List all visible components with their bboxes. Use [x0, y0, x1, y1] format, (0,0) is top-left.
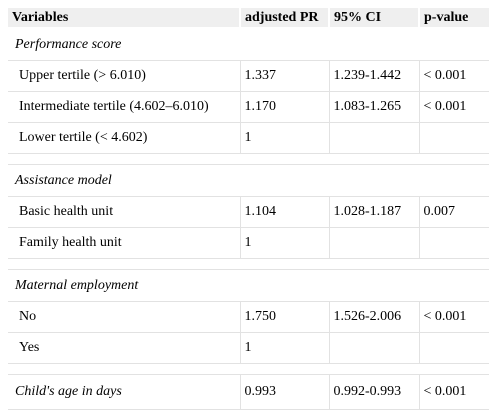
- row-label: Child's age in days: [8, 374, 241, 410]
- section-row-assistance: Assistance model: [8, 164, 489, 197]
- row-ci: [329, 227, 420, 259]
- section-row-performance: Performance score: [8, 28, 489, 61]
- table-row: Basic health unit 1.104 1.028-1.187 0.00…: [8, 196, 489, 228]
- row-p-value: [419, 332, 489, 364]
- table-row: No 1.750 1.526-2.006 < 0.001: [8, 301, 489, 333]
- table-row-child-age: Child's age in days 0.993 0.992-0.993 < …: [8, 374, 489, 410]
- header-variables: Variables: [8, 8, 241, 29]
- row-ci: 1.526-2.006: [329, 301, 420, 333]
- spacer-row: [8, 153, 489, 165]
- row-ci: [329, 122, 420, 154]
- row-adjusted-pr: 1: [240, 332, 330, 364]
- row-p-value: [419, 227, 489, 259]
- header-ci: 95% CI: [329, 8, 420, 29]
- row-label: Upper tertile (> 6.010): [8, 60, 241, 92]
- spacer-row: [8, 363, 489, 375]
- row-label: Family health unit: [8, 227, 241, 259]
- section-row-maternal: Maternal employment: [8, 269, 489, 302]
- header-adjusted-pr: adjusted PR: [240, 8, 330, 29]
- section-title: Assistance model: [8, 164, 489, 197]
- row-p-value: [419, 122, 489, 154]
- section-title: Performance score: [8, 28, 489, 61]
- table-row: Intermediate tertile (4.602–6.010) 1.170…: [8, 91, 489, 123]
- row-ci: 1.083-1.265: [329, 91, 420, 123]
- header-p-value: p-value: [419, 8, 489, 29]
- table-row: Upper tertile (> 6.010) 1.337 1.239-1.44…: [8, 60, 489, 92]
- row-label: No: [8, 301, 241, 333]
- row-ci: [329, 332, 420, 364]
- results-table: Variables adjusted PR 95% CI p-value Per…: [8, 8, 489, 410]
- row-ci: 1.239-1.442: [329, 60, 420, 92]
- row-adjusted-pr: 1.170: [240, 91, 330, 123]
- row-adjusted-pr: 1: [240, 122, 330, 154]
- row-p-value: < 0.001: [419, 91, 489, 123]
- row-p-value: < 0.001: [419, 60, 489, 92]
- row-adjusted-pr: 1.104: [240, 196, 330, 228]
- table-row: Family health unit 1: [8, 227, 489, 259]
- row-p-value: < 0.001: [419, 301, 489, 333]
- row-label: Basic health unit: [8, 196, 241, 228]
- row-adjusted-pr: 1.750: [240, 301, 330, 333]
- table-row: Lower tertile (< 4.602) 1: [8, 122, 489, 154]
- row-label: Yes: [8, 332, 241, 364]
- table-row: Yes 1: [8, 332, 489, 364]
- spacer-row: [8, 258, 489, 270]
- row-label: Lower tertile (< 4.602): [8, 122, 241, 154]
- row-adjusted-pr: 0.993: [240, 374, 330, 410]
- row-ci: 1.028-1.187: [329, 196, 420, 228]
- table-header-row: Variables adjusted PR 95% CI p-value: [8, 8, 489, 29]
- row-p-value: 0.007: [419, 196, 489, 228]
- row-adjusted-pr: 1: [240, 227, 330, 259]
- section-title: Maternal employment: [8, 269, 489, 302]
- row-adjusted-pr: 1.337: [240, 60, 330, 92]
- row-p-value: < 0.001: [419, 374, 489, 410]
- row-ci: 0.992-0.993: [329, 374, 420, 410]
- row-label: Intermediate tertile (4.602–6.010): [8, 91, 241, 123]
